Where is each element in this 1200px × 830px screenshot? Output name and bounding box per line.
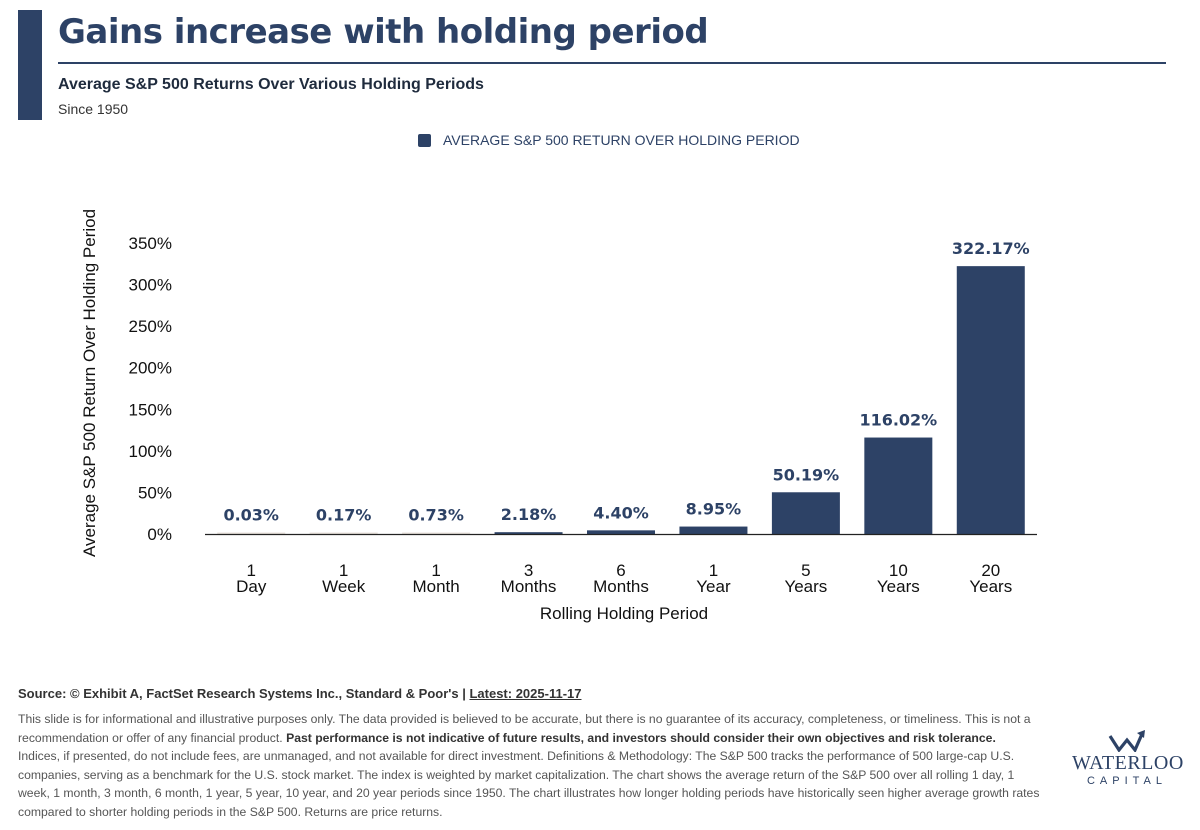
y-tick-label: 200% (129, 359, 172, 378)
disclaimer-bold-text: Past performance is not indicative of fu… (286, 730, 996, 745)
y-axis-title: Average S&P 500 Return Over Holding Peri… (80, 209, 99, 557)
bar (679, 526, 748, 534)
bar-value-label: 116.02% (859, 411, 937, 430)
y-tick-label: 250% (129, 317, 172, 336)
bar-value-label: 0.17% (316, 506, 372, 525)
chart-subtitle: Average S&P 500 Returns Over Various Hol… (58, 76, 484, 93)
chart-legend: AVERAGE S&P 500 RETURN OVER HOLDING PERI… (418, 132, 800, 148)
x-tick-label: 1 Day (236, 561, 267, 596)
page-title: Gains increase with holding period (58, 12, 709, 52)
logo-subtext: CAPITAL (1086, 775, 1168, 787)
legend-label: AVERAGE S&P 500 RETURN OVER HOLDING PERI… (443, 132, 800, 148)
bar-value-label: 0.03% (223, 506, 279, 525)
legend-swatch (418, 133, 431, 147)
bar-value-label: 8.95% (686, 500, 742, 519)
bar (309, 532, 378, 534)
w-arrow-icon (1108, 730, 1145, 752)
x-tick-label: 1 Month (412, 561, 459, 596)
x-axis-title: Rolling Holding Period (540, 604, 708, 623)
bar-value-label: 2.18% (501, 505, 557, 524)
x-tick-label: 1 Year (696, 561, 731, 596)
bar (956, 266, 1025, 534)
x-tick-label: 3 Months (501, 561, 557, 596)
bar (864, 437, 933, 534)
source-text: Source: © Exhibit A, FactSet Research Sy… (18, 686, 470, 701)
x-tick-label: 20 Years (969, 561, 1012, 596)
title-accent-bar (18, 10, 42, 120)
bar (771, 492, 840, 534)
bar-value-labels: 0.03% 0.17% 0.73% 2.18% 4.40% 8.95% 50.19% 116.… (223, 239, 1029, 524)
bar-value-label: 4.40% (593, 503, 649, 522)
x-tick-label: 6 Months (593, 561, 649, 596)
x-axis: 1 Day 1 Week 1 Month 3 Months 6 Months 1 Year 5 Years… (236, 561, 1012, 596)
y-tick-label: 0% (147, 525, 172, 544)
bar (494, 532, 563, 534)
disclaimer-text: This slide is for informational and illu… (18, 712, 1031, 745)
y-tick-label: 50% (138, 483, 172, 502)
disclaimer-text-continued: Indices, if presented, do not include fe… (18, 749, 1040, 819)
title-divider (58, 62, 1166, 64)
bar-value-label: 0.73% (408, 506, 464, 525)
y-tick-label: 350% (129, 234, 172, 253)
y-tick-label: 100% (129, 442, 172, 461)
bar (402, 532, 471, 534)
y-tick-label: 150% (129, 400, 172, 419)
logo-wordmark: WATERLOO (1072, 752, 1184, 774)
waterloo-capital-logo: WATERLOO CAPITAL (1072, 730, 1184, 788)
bar-value-label: 322.17% (952, 239, 1030, 258)
bar-chart: 0% 50% 100% 150% 200% 250% 300% 350% 0.03% 0.17%… (80, 209, 1037, 623)
source-line: Source: © Exhibit A, FactSet Research Sy… (18, 686, 581, 701)
y-axis: 0% 50% 100% 150% 200% 250% 300% 350% (129, 234, 172, 544)
x-tick-label: 1 Week (322, 561, 366, 596)
bars (217, 266, 1025, 534)
bar-value-label: 50.19% (773, 465, 840, 484)
y-tick-label: 300% (129, 276, 172, 295)
x-tick-label: 10 Years (877, 561, 920, 596)
disclaimer: This slide is for informational and illu… (18, 710, 1040, 821)
x-tick-label: 5 Years (784, 561, 827, 596)
latest-date-link[interactable]: Latest: 2025-11-17 (469, 686, 582, 701)
bar (587, 530, 655, 534)
bar (217, 532, 286, 534)
since-note: Since 1950 (58, 101, 129, 117)
